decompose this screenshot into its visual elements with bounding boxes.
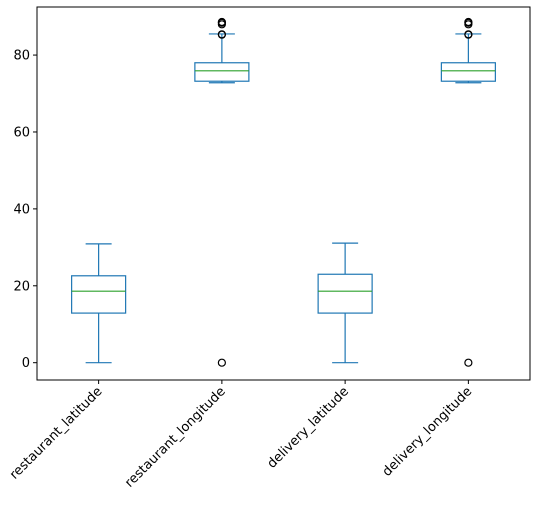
- outlier-point: [217, 358, 226, 367]
- plot-area: 0 20 40 60 80 restaurant_latitude restaurant_l…: [7, 6, 531, 491]
- outlier-point: [217, 30, 226, 39]
- box-body: [71, 275, 127, 314]
- box-body: [440, 62, 496, 82]
- axes-frame: [36, 6, 531, 381]
- y-tick-label: 60: [13, 125, 30, 140]
- y-tick-label: 0: [22, 356, 30, 371]
- x-tick-label: delivery_latitude: [265, 384, 352, 471]
- x-tick-label: restaurant_longitude: [122, 384, 228, 490]
- box-body: [194, 62, 250, 82]
- box-body: [317, 273, 373, 314]
- y-tick-label: 80: [13, 49, 30, 64]
- y-tick-label: 40: [13, 202, 30, 217]
- outlier-point: [464, 17, 473, 27]
- x-tick-label: delivery_longitude: [380, 384, 475, 479]
- outlier-point: [464, 30, 473, 39]
- outlier-point: [464, 358, 473, 367]
- x-tick-label: restaurant_latitude: [7, 384, 105, 482]
- y-tick-label: 20: [13, 279, 30, 294]
- outlier-point: [217, 17, 226, 27]
